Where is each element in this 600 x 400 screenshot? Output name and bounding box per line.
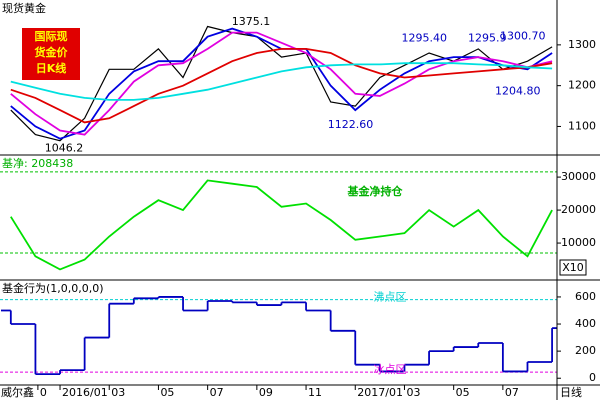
source-label: 威尔鑫 — [1, 385, 34, 399]
annotation: 1122.60 — [328, 118, 374, 131]
y-tick-label: 200 — [575, 344, 596, 357]
annotation: 1295.40 — [402, 32, 448, 45]
reference-label: 冰点区 — [374, 363, 407, 376]
x-tick-label: 05 — [160, 386, 174, 399]
x-tick-label: 07 — [210, 386, 224, 399]
annotation: 1375.1 — [232, 15, 271, 28]
x-tick-label: 2017/01 — [357, 386, 403, 399]
panel-title: 现货黄金 — [2, 1, 46, 15]
x-tick-label: 11 — [308, 386, 322, 399]
panel-title: 基净: 208438 — [2, 156, 73, 170]
panel — [10, 25, 553, 142]
series-line — [10, 31, 553, 136]
panel-title: 基金行为(1,0,0,0,0) — [2, 281, 104, 295]
x-tick-label: 07 — [505, 386, 519, 399]
series-line — [10, 179, 553, 271]
panel — [0, 296, 557, 376]
unit-label: X10 — [562, 261, 584, 274]
annotation: 1046.2 — [45, 141, 84, 154]
title-box-line: 日K线 — [36, 61, 67, 75]
panel — [0, 171, 557, 271]
y-tick-label: 20000 — [561, 203, 596, 216]
annotation: 1204.80 — [495, 85, 541, 98]
y-tick-label: 1300 — [568, 38, 596, 51]
y-tick-label: 0 — [589, 371, 596, 384]
reference-label: 沸点区 — [374, 291, 407, 304]
y-tick-label: 600 — [575, 290, 596, 303]
panel-annotation: 基金净持仓 — [347, 184, 404, 198]
series-line — [10, 62, 553, 101]
y-tick-label: 1100 — [568, 119, 596, 132]
y-tick-label: 400 — [575, 317, 596, 330]
period-label: 日线 — [560, 385, 582, 399]
x-tick-label: 2016/01 — [62, 386, 108, 399]
y-tick-label: 10000 — [561, 236, 596, 249]
source-bg — [0, 386, 34, 400]
series-line — [10, 48, 553, 124]
x-tick-label: 03 — [111, 386, 125, 399]
y-tick-label: 30000 — [561, 170, 596, 183]
title-box — [22, 28, 80, 80]
x-tick-label: 09 — [259, 386, 273, 399]
annotation: 1295.9 — [468, 32, 507, 45]
unit-box — [559, 259, 587, 276]
title-box-line: 国际现 — [35, 29, 68, 43]
x-tick-label: 05 — [456, 386, 470, 399]
annotation: 1300.70 — [500, 30, 546, 43]
x-tick-label: 03 — [406, 386, 420, 399]
x-tick-label: 0 — [40, 386, 47, 399]
title-box-line: 货金价 — [34, 45, 69, 59]
y-tick-label: 1200 — [568, 79, 596, 92]
